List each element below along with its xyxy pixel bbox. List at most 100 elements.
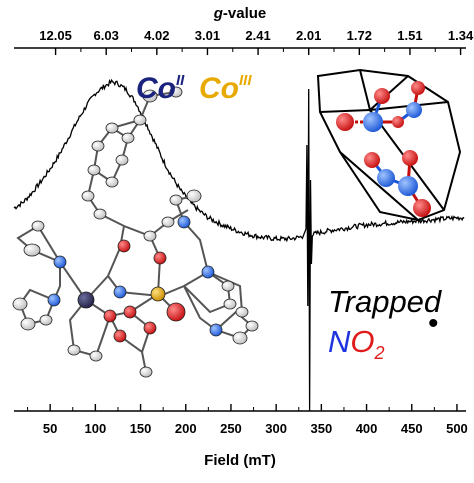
nitrogen-atom [201,265,215,279]
nitrogen-sphere [363,112,383,132]
top-axis-label-rest: -value [223,5,266,22]
carbon-atom [186,189,202,203]
carbon-atom [31,220,45,232]
oxygen-atom [143,321,157,335]
g-tick-label: 2.01 [296,28,321,43]
no2-cage-inset [316,68,462,222]
x-tick-label: 500 [446,421,468,436]
carbon-atom [105,122,119,134]
carbon-atom [235,306,249,318]
oxygen-atom [113,329,127,343]
carbon-atom [169,86,183,98]
nitrogen-sphere [406,102,422,118]
radical-dot: • [428,307,439,340]
carbon-atom [221,280,235,292]
nitrogen-atom [47,293,61,307]
carbon-atom [81,190,95,202]
molecular-structure-inset [12,86,259,378]
x-tick-label: 200 [175,421,197,436]
g-tick-label: 12.05 [39,28,72,43]
carbon-atom [105,176,119,188]
oxygen-atom [103,309,117,323]
g-tick-label: 1.34 [448,28,474,43]
oxygen-sphere [411,81,425,95]
x-tick-label: 350 [311,421,333,436]
nitrogen-sphere [398,176,418,196]
cage-edges [316,68,462,222]
carbon-atom [232,331,248,345]
carbon-atom [115,154,129,166]
trapped-label: Trapped [328,284,443,319]
nitrogen-sphere [377,169,395,187]
bottom-ticks: 50 100 150 200 250 300 350 400 450 500 [27,404,468,436]
spectrum-series-line [13,78,465,412]
carbon-atom [23,243,41,257]
co-ii-label: CoII [136,72,185,105]
nitrogen-atom [177,215,191,229]
oxygen-atom [166,302,186,322]
carbon-atom [143,230,157,242]
nitrogen-atom [113,285,127,299]
carbon-atom [12,297,28,311]
oxygen-atom [117,239,131,253]
oxygen-atom [153,251,167,265]
x-tick-label: 450 [401,421,423,436]
nitrogen-atom [53,255,67,269]
g-tick-label: 3.01 [195,28,220,43]
oxygen-sphere [374,88,390,104]
top-axis-label-italic: g [213,5,223,22]
carbon-atom [67,344,81,356]
carbon-atom [87,164,101,176]
no2-o: O [350,324,374,359]
no2-molecules [336,81,431,217]
carbon-atom [91,140,105,152]
x-tick-label: 150 [130,421,152,436]
axes-group: 50 100 150 200 250 300 350 400 450 500 12.05 6.03 4… [14,5,474,469]
co-ii-superscript: II [176,72,185,89]
oxygen-sphere [364,152,380,168]
g-tick-label: 1.51 [397,28,422,43]
carbon-atom [161,216,175,228]
x-tick-label: 400 [356,421,378,436]
oxygen-sphere [413,199,431,217]
spectrum-layer [13,78,465,412]
oxygen-sphere [336,113,354,131]
carbon-atom [169,194,183,206]
no2-label: NO2 [328,324,385,363]
co-iii-label: CoIII [199,72,252,105]
carbon-atom [121,132,135,144]
carbon-atom [223,298,237,310]
co-iii-superscript: III [239,72,252,89]
g-tick-label: 1.72 [347,28,372,43]
no2-n: N [328,324,351,359]
top-axis-label: g-value [213,5,267,22]
x-axis-label: Field (mT) [204,452,276,469]
cobalt-iii-atom [150,286,166,302]
g-tick-label: 4.02 [144,28,169,43]
oxygen-sphere [392,116,404,128]
x-tick-label: 250 [220,421,242,436]
carbon-atom [89,350,103,362]
annotations: CoII CoIII Trapped NO2 • [136,72,443,363]
carbon-atom [20,317,36,331]
molecule-atoms [12,86,259,378]
x-tick-label: 50 [43,421,57,436]
carbon-atom [93,208,107,220]
carbon-atom [142,89,158,103]
carbon-atom [133,114,147,126]
top-ticks: 12.05 6.03 4.02 3.01 2.41 2.01 1.72 1.51 1.34 [39,28,474,55]
carbon-atom [245,320,259,332]
oxygen-sphere [402,150,418,166]
x-tick-label: 100 [85,421,107,436]
carbon-atom [39,314,53,326]
carbon-atom [139,366,153,378]
x-tick-label: 300 [265,421,287,436]
nitrogen-atom [209,323,223,337]
cobalt-ii-atom [77,291,95,309]
g-tick-label: 6.03 [94,28,119,43]
no2-subscript: 2 [374,343,385,363]
g-tick-label: 2.41 [245,28,270,43]
oxygen-atom [123,305,137,319]
